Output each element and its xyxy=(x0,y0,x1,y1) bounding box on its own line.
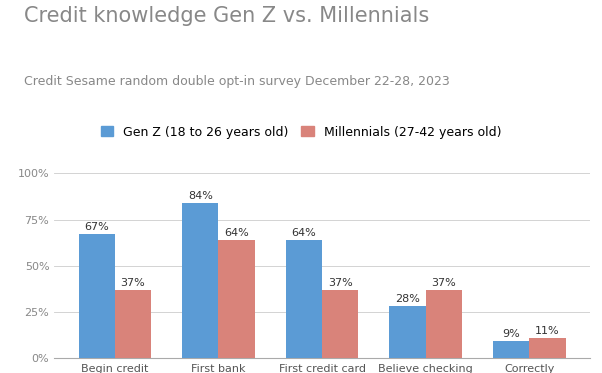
Bar xyxy=(286,240,322,358)
Text: Credit knowledge Gen Z vs. Millennials: Credit knowledge Gen Z vs. Millennials xyxy=(24,6,429,26)
Text: 28%: 28% xyxy=(395,294,420,304)
Bar xyxy=(529,338,566,358)
Text: 9%: 9% xyxy=(502,329,520,339)
Text: 84%: 84% xyxy=(188,191,213,201)
Legend: Gen Z (18 to 26 years old), Millennials (27-42 years old): Gen Z (18 to 26 years old), Millennials … xyxy=(101,126,501,139)
Bar xyxy=(78,234,115,358)
Bar xyxy=(493,341,529,358)
Bar xyxy=(115,290,151,358)
Bar xyxy=(389,306,426,358)
Text: 11%: 11% xyxy=(535,326,560,336)
Bar xyxy=(426,290,462,358)
Text: 37%: 37% xyxy=(120,278,145,288)
Text: 64%: 64% xyxy=(291,228,316,238)
Bar xyxy=(322,290,358,358)
Text: Credit Sesame random double opt-in survey December 22-28, 2023: Credit Sesame random double opt-in surve… xyxy=(24,75,450,88)
Bar xyxy=(182,203,219,358)
Text: 37%: 37% xyxy=(432,278,456,288)
Text: 37%: 37% xyxy=(328,278,353,288)
Bar xyxy=(219,240,255,358)
Text: 67%: 67% xyxy=(84,222,109,232)
Text: 64%: 64% xyxy=(224,228,249,238)
